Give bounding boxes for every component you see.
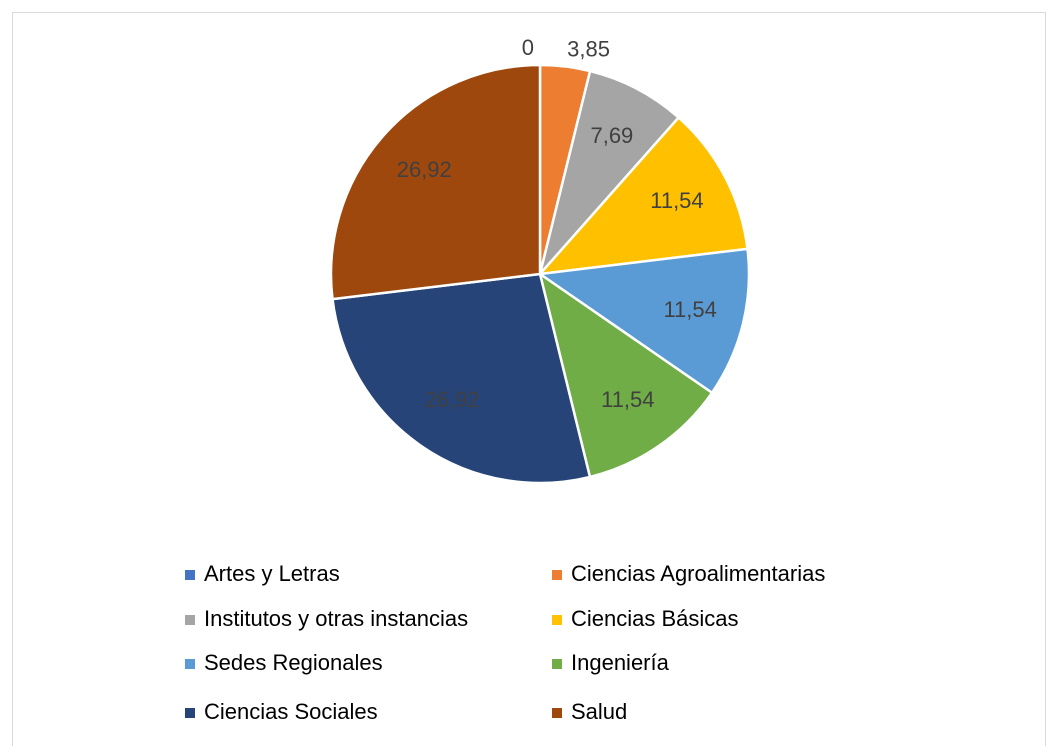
legend-label: Sedes Regionales [204, 650, 383, 675]
legend-swatch [552, 659, 562, 669]
legend-label: Ciencias Sociales [204, 699, 378, 724]
pie-slice [536, 115, 749, 276]
pie-slice [329, 63, 542, 301]
legend-swatch [552, 708, 562, 718]
legend-swatch [552, 570, 562, 580]
data-label: 7,69 [590, 123, 633, 148]
legend-label: Artes y Letras [204, 561, 340, 586]
legend-swatch [185, 570, 195, 580]
data-label: 11,54 [601, 387, 654, 412]
legend-label: Ingeniería [571, 650, 670, 675]
legend-swatch [185, 615, 195, 625]
data-label: 11,54 [650, 188, 703, 213]
legend-label: Salud [571, 699, 627, 724]
pie-slice [537, 271, 714, 479]
legend-swatch [185, 659, 195, 669]
data-label: 3,85 [567, 36, 610, 61]
legend-swatch [552, 615, 562, 625]
data-label: 26,92 [397, 157, 452, 182]
legend-label: Institutos y otras instancias [204, 606, 468, 631]
data-label: 26,92 [425, 387, 480, 412]
data-label: 0 [522, 35, 534, 60]
data-label: 11,54 [663, 297, 716, 322]
pie-slice [536, 247, 751, 395]
legend-label: Ciencias Básicas [571, 606, 739, 631]
legend-swatch [185, 708, 195, 718]
legend-label: Ciencias Agroalimentarias [571, 561, 825, 586]
pie-slice [331, 272, 592, 485]
pie-slice [538, 69, 681, 275]
